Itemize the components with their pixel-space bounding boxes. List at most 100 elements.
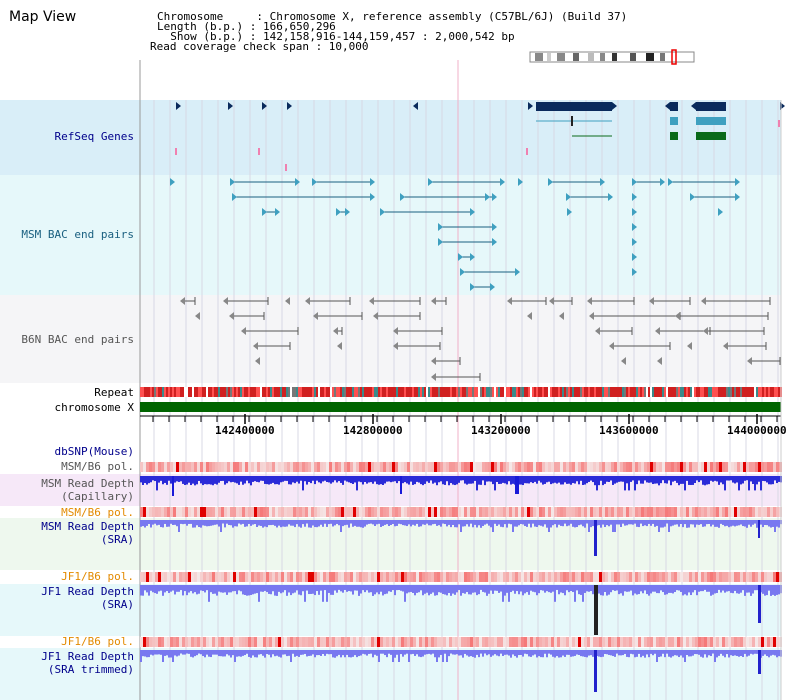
dbsnp-label[interactable]: dbSNP(Mouse)	[54, 445, 134, 458]
msm-capillary-depth-bar	[146, 476, 148, 485]
jf1-trimmed-depth-bar	[674, 650, 676, 656]
msm-capillary-depth-bar	[674, 476, 676, 481]
msm-sra-depth-bar	[164, 520, 166, 524]
jf1-trimmed-depth-bar	[652, 650, 654, 656]
jf1-trimmed-depth-bar	[464, 650, 466, 654]
msm-capillary-depth-bar	[282, 476, 284, 482]
jf1-sra-depth-bar	[392, 585, 394, 591]
repeat-segment	[582, 387, 584, 397]
jf1-trimmed-depth-bar	[556, 650, 558, 657]
msm-sra-depth-bar	[328, 520, 330, 525]
msm-sra-depth-bar	[632, 520, 634, 525]
refseq-genes-label[interactable]: RefSeq Genes	[54, 130, 134, 143]
jf1-trimmed-depth-bar	[558, 650, 560, 658]
jf1-sra-depth-bar	[422, 585, 424, 596]
jf1-sra-depth-bar	[524, 585, 526, 594]
jf1-sra-depth-bar	[316, 585, 318, 592]
msm-sra-depth-bar	[300, 520, 302, 528]
repeat-segment	[266, 387, 268, 397]
jf1-depth-sra-label[interactable]: JF1 Read Depth	[41, 585, 134, 598]
jf1-sra-depth-bar	[768, 585, 770, 591]
jf1-trimmed-depth-bar	[310, 650, 312, 656]
jf1-sra-depth-bar	[206, 585, 208, 591]
msm-b6-pol-cell	[449, 507, 452, 517]
repeat-segment	[160, 387, 162, 397]
jf1-sra-depth-bar	[212, 585, 214, 594]
bac-end-marker	[369, 297, 374, 305]
jf1-b6-pol-cell	[320, 572, 323, 582]
jf1-b6-pol-cell	[707, 637, 710, 647]
jf1-b6-pol-cell	[587, 572, 590, 582]
jf1-sra-depth-bar	[708, 585, 710, 592]
msm-bac-label[interactable]: MSM BAC end pairs	[21, 228, 134, 241]
repeat-segment	[462, 387, 464, 397]
jf1-trimmed-depth-bar	[434, 650, 436, 658]
msm-capillary-depth-bar	[220, 476, 222, 481]
jf1-trimmed-depth-bar	[748, 650, 750, 656]
repeat-segment	[690, 387, 692, 397]
bac-end-marker	[703, 327, 708, 335]
jf1-b6-pol-label-1[interactable]: JF1/B6 pol.	[61, 570, 134, 583]
msm-sra-depth-bar	[290, 520, 292, 526]
jf1-b6-pol-cell	[692, 637, 695, 647]
repeat-segment	[420, 387, 422, 397]
repeat-segment	[324, 387, 326, 397]
repeat-segment	[288, 387, 290, 397]
ideogram-band	[547, 53, 551, 61]
msm-sra-depth-bar	[422, 520, 424, 525]
jf1-sra-depth-bar	[304, 585, 306, 602]
msm-capillary-depth-bar	[606, 476, 608, 482]
msm-sra-depth-bar	[592, 520, 594, 527]
coverage-span-info: Read coverage check span : 10,000	[150, 40, 369, 53]
jf1-b6-pol-cell	[758, 572, 761, 582]
repeat-segment	[142, 387, 144, 397]
msm-capillary-depth-bar	[264, 476, 266, 484]
jf1-depth-trimmed-label[interactable]: JF1 Read Depth	[41, 650, 134, 663]
msm-sra-depth-bar	[414, 520, 416, 526]
jf1-b6-pol-cell	[677, 637, 680, 647]
msm-b6-pol-cell	[341, 462, 344, 472]
jf1-b6-pol-cell	[422, 572, 425, 582]
jf1-sra-depth-bar	[308, 585, 310, 595]
msm-sra-depth-bar	[556, 520, 558, 528]
msm-depth-sra-label[interactable]: MSM Read Depth	[41, 520, 134, 533]
jf1-trimmed-depth-bar	[154, 650, 156, 655]
msm-b6-pol-label-2[interactable]: MSM/B6 pol.	[61, 506, 134, 519]
gene-arrow	[665, 102, 670, 110]
jf1-sra-depth-bar	[534, 585, 536, 593]
jf1-b6-pol-label-2[interactable]: JF1/B6 pol.	[61, 635, 134, 648]
msm-capillary-depth-bar	[566, 476, 568, 484]
msm-capillary-depth-bar	[252, 476, 254, 482]
msm-capillary-depth-bar	[714, 476, 716, 481]
msm-sra-depth-bar	[708, 520, 710, 524]
msm-b6-pol-cell	[188, 462, 191, 472]
jf1-sra-depth-bar	[340, 585, 342, 592]
jf1-sra-depth-bar	[720, 585, 722, 593]
repeat-segment	[634, 387, 636, 397]
jf1-trimmed-depth-bar	[664, 650, 666, 658]
jf1-b6-pol-cell	[245, 637, 248, 647]
jf1-sra-depth-bar	[474, 585, 476, 593]
repeat-segment	[622, 387, 624, 397]
b6n-bac-label[interactable]: B6N BAC end pairs	[21, 333, 134, 346]
msm-b6-pol-cell	[770, 507, 773, 517]
jf1-trimmed-depth-bar	[368, 650, 370, 654]
jf1-b6-pol-cell	[593, 572, 596, 582]
msm-b6-pol-cell	[479, 507, 482, 517]
msm-capillary-depth-bar	[604, 476, 606, 484]
b6n-bac-track-bg	[0, 295, 781, 383]
msm-capillary-depth-bar	[392, 476, 394, 482]
msm-b6-pol-cell	[539, 507, 542, 517]
msm-b6-pol-label-1[interactable]: MSM/B6 pol.	[61, 460, 134, 473]
msm-capillary-depth-bar	[592, 476, 594, 483]
msm-b6-pol-cell	[500, 462, 503, 472]
msm-depth-capillary-label[interactable]: MSM Read Depth	[41, 477, 134, 490]
jf1-b6-pol-cell	[428, 572, 431, 582]
repeat-segment	[680, 387, 682, 397]
msm-sra-depth-bar	[688, 520, 690, 528]
msm-b6-pol-cell	[707, 507, 710, 517]
jf1-b6-pol-cell	[167, 637, 170, 647]
repeat-segment	[616, 387, 618, 397]
repeat-segment	[272, 387, 274, 397]
